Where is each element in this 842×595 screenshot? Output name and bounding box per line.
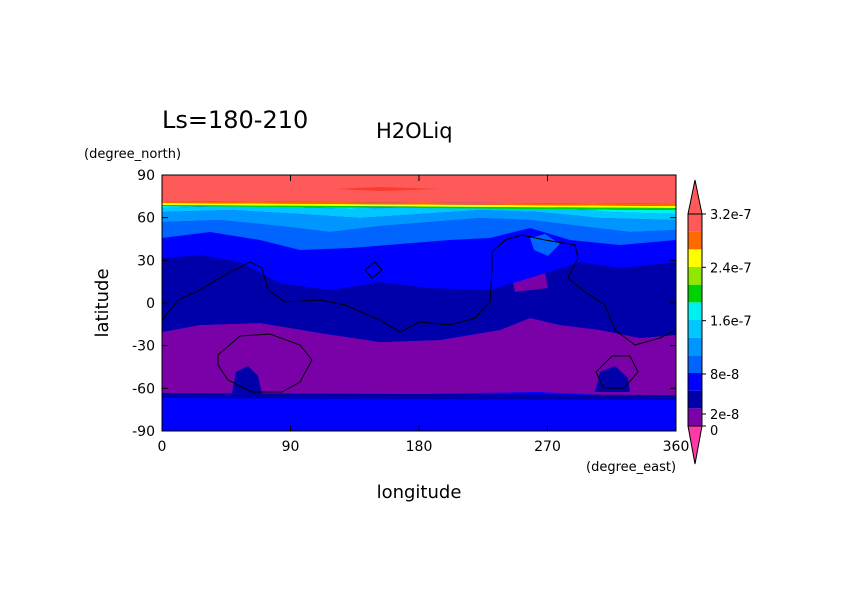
colorbar-segment xyxy=(688,320,702,338)
colorbar-label: 2e-8 xyxy=(710,408,739,423)
y-tick-label: -90 xyxy=(132,424,155,440)
colorbar-segment xyxy=(688,214,702,232)
colorbar-label: 3.2e-7 xyxy=(710,208,752,223)
colorbar-label: 8e-8 xyxy=(710,368,739,383)
y-tick-label: 30 xyxy=(137,253,155,269)
field-green-band xyxy=(162,205,676,210)
field-skyblue-band xyxy=(162,210,676,232)
x-axis-label: longitude xyxy=(377,482,462,503)
colorbar-label: 2.4e-7 xyxy=(710,261,752,276)
heatmap-field xyxy=(162,175,676,431)
x-tick-label: 270 xyxy=(534,439,561,455)
field-yellow-band xyxy=(162,203,676,208)
colorbar-segment xyxy=(688,390,702,409)
colorbar-segment xyxy=(688,284,702,303)
chart-title: H2OLiq xyxy=(376,119,453,143)
colorbar-segment xyxy=(688,408,702,426)
x-units-label: (degree_east) xyxy=(586,460,676,475)
field-red-streak xyxy=(335,187,440,191)
y-tick-label: 0 xyxy=(146,296,155,312)
field-lightblue-patch xyxy=(530,234,560,256)
colorbar-label: 1.6e-7 xyxy=(710,315,752,330)
y-units-label: (degree_north) xyxy=(84,147,181,162)
y-axis-label: latitude xyxy=(92,268,113,337)
x-axis: 0 90 180 270 360 xyxy=(158,175,690,455)
topography-contours xyxy=(162,234,676,393)
colorbar-segment xyxy=(688,249,702,267)
y-tick-label: -60 xyxy=(132,381,155,397)
colorbar-segment xyxy=(688,373,702,391)
colorbar-segment xyxy=(688,231,702,250)
field-darkblue-south-edge xyxy=(162,393,676,400)
y-tick-label: -30 xyxy=(132,339,155,355)
colorbar: 3.2e-7 2.4e-7 1.6e-7 8e-8 2e-80 xyxy=(687,179,752,465)
x-tick-label: 180 xyxy=(406,439,433,455)
field-lightblue-band xyxy=(162,218,676,250)
field-south-darkblue-right xyxy=(595,366,630,392)
field-orange-band xyxy=(162,201,676,206)
colorbar-segment xyxy=(688,355,702,373)
field-darkblue-band xyxy=(162,255,676,342)
colorbar-segment xyxy=(688,302,702,320)
field-south-darkblue-left xyxy=(232,366,262,394)
y-tick-label: 90 xyxy=(137,168,155,184)
colorbar-frame xyxy=(687,213,703,427)
colorbar-segment xyxy=(688,267,702,285)
x-tick-label: 0 xyxy=(158,439,167,455)
colorbar-over-arrow xyxy=(687,179,703,215)
y-tick-label: 60 xyxy=(137,211,155,227)
colorbar-under-arrow xyxy=(687,425,703,465)
colorbar-segment xyxy=(688,337,702,356)
x-tick-label: 360 xyxy=(663,439,690,455)
colorbar-label: 0 xyxy=(710,424,718,439)
chart-subtitle: Ls=180-210 xyxy=(162,106,308,134)
y-axis: 90 60 30 0 -30 -60 -90 xyxy=(132,168,676,440)
x-tick-label: 90 xyxy=(282,439,300,455)
field-purple-band xyxy=(162,318,676,395)
